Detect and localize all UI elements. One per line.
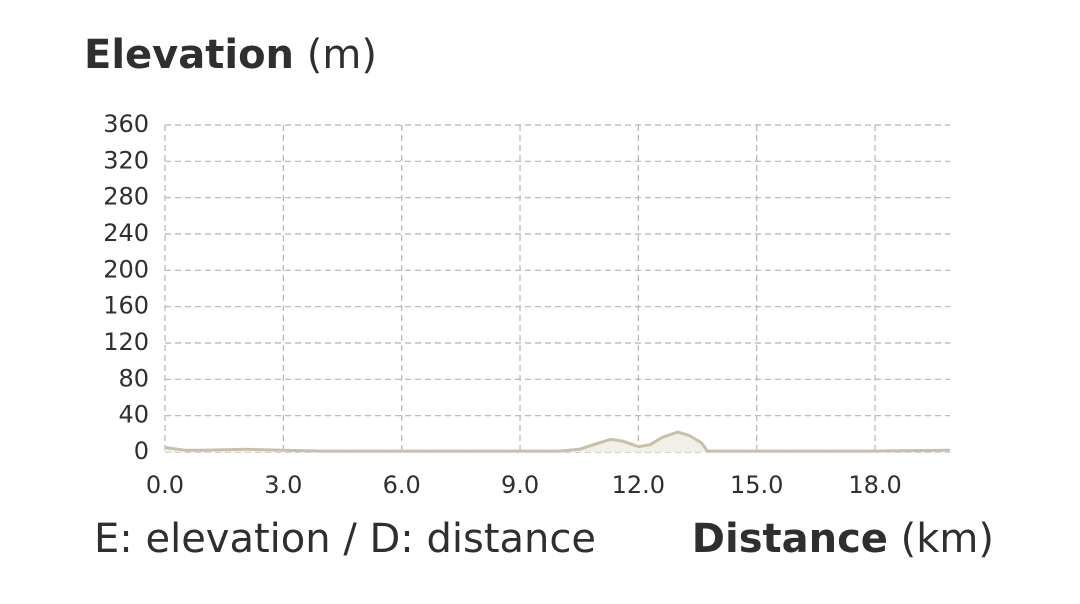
y-tick-label: 120 — [103, 328, 149, 356]
chart-title: Elevation — [84, 32, 294, 78]
y-tick-label: 80 — [118, 364, 149, 392]
y-tick-label: 280 — [103, 183, 149, 211]
y-tick-label: 40 — [118, 401, 149, 429]
title-unit: (m) — [307, 32, 377, 78]
chart-title-group: Elevation (m) — [84, 32, 377, 78]
y-tick-label: 0 — [134, 437, 149, 465]
y-tick-label: 240 — [103, 219, 149, 247]
x-tick-label: 18.0 — [848, 471, 901, 499]
x-tick-label: 3.0 — [264, 471, 302, 499]
x-axis-title-group: Distance (km) — [692, 516, 994, 562]
y-tick-label: 360 — [103, 110, 149, 138]
x-tick-label: 0.0 — [146, 471, 184, 499]
x-axis-unit: (km) — [901, 516, 994, 562]
x-axis-title: Distance — [692, 516, 888, 562]
x-tick-label: 15.0 — [730, 471, 783, 499]
elevation-line — [164, 430, 951, 453]
x-tick-label: 9.0 — [501, 471, 539, 499]
y-tick-label: 320 — [103, 146, 149, 174]
y-tick-label: 160 — [103, 292, 149, 320]
y-tick-label: 200 — [103, 255, 149, 283]
x-tick-label: 12.0 — [612, 471, 665, 499]
x-tick-label: 6.0 — [383, 471, 421, 499]
note: E: elevation / D: distance — [94, 516, 596, 562]
